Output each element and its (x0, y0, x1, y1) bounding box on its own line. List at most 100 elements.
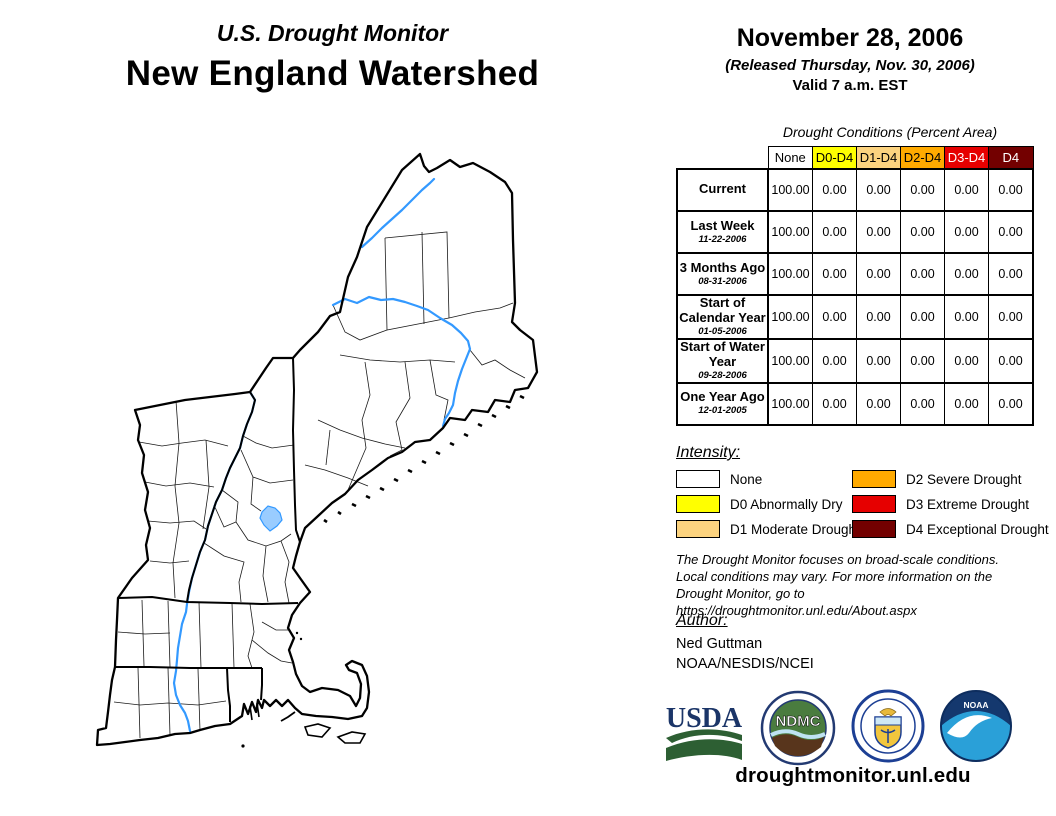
author-org: NOAA/NESDIS/NCEI (676, 656, 814, 672)
row-label-cell: 3 Months Ago 08-31-2006 (676, 252, 769, 296)
row-date: 12-01-2005 (698, 405, 747, 417)
date-block: November 28, 2006 (Released Thursday, No… (680, 24, 1020, 94)
table-cell: 0.00 (944, 337, 989, 384)
table-row: One Year Ago 12-01-2005 100.00 0.00 0.00… (676, 381, 1034, 426)
table-cell: 0.00 (900, 381, 945, 426)
author-name: Ned Guttman (676, 636, 763, 652)
table-cell: 0.00 (812, 337, 857, 384)
table-row: Start of Calendar Year 01-05-2006 100.00… (676, 294, 1034, 340)
table-cell: 0.00 (812, 252, 857, 296)
lake-winnipesaukee (259, 505, 283, 532)
drought-conditions-table-wrap: None D0-D4 D1-D4 D2-D4 D3-D4 D4 Current … (676, 146, 1034, 426)
noaa-dark-cap (941, 691, 1011, 726)
table-cell: 0.00 (900, 294, 945, 340)
usda-field (666, 739, 742, 761)
row-label: Current (699, 181, 746, 197)
boston-harbor-islet (295, 631, 299, 635)
row-label-cell: Last Week 11-22-2006 (676, 210, 769, 254)
ndmc-soil (772, 734, 824, 756)
table-row: Last Week 11-22-2006 100.00 0.00 0.00 0.… (676, 210, 1034, 254)
table-row: Current 100.00 0.00 0.00 0.00 0.00 0.00 (676, 168, 1034, 212)
author-heading: Author: (676, 612, 728, 629)
noaa-logo-text: NOAA (963, 700, 988, 710)
column-header-d1: D1-D4 (856, 146, 901, 170)
narragansett-islands (249, 702, 260, 721)
table-cell: 0.00 (900, 252, 945, 296)
legend-swatch-d1 (676, 520, 720, 538)
region-title: New England Watershed (125, 54, 540, 93)
usda-field-swoosh (666, 729, 742, 743)
table-cell: 0.00 (812, 210, 857, 254)
legend-item-none: None (676, 470, 762, 488)
row-label: Start of Calendar Year (679, 295, 766, 325)
table-spacer-cell (677, 146, 768, 169)
commerce-eagle (879, 708, 897, 717)
vt-nh-border (186, 391, 256, 603)
legend-label: D4 Exceptional Drought (906, 521, 1049, 537)
table-cell: 0.00 (988, 337, 1034, 384)
table-cell: 0.00 (900, 168, 945, 212)
table-caption: Drought Conditions (Percent Area) (782, 124, 998, 140)
row-label: 3 Months Ago (679, 259, 766, 275)
table-cell: 0.00 (812, 381, 857, 426)
map-land-outline (97, 154, 537, 745)
column-header-none: None (767, 146, 813, 170)
map-date: November 28, 2006 (736, 24, 964, 52)
legend-label: D1 Moderate Drought (730, 521, 860, 537)
table-row: 3 Months Ago 08-31-2006 100.00 0.00 0.00… (676, 252, 1034, 296)
islands (241, 394, 525, 748)
legend-swatch-d4 (852, 520, 896, 538)
legend-item-d3: D3 Extreme Drought (852, 495, 1029, 513)
column-header-d3: D3-D4 (944, 146, 989, 170)
ndmc-water-wave (770, 729, 826, 739)
table-cell: 0.00 (812, 168, 857, 212)
county-lines (113, 231, 526, 739)
legend-label: D0 Abnormally Dry (730, 496, 843, 512)
nh-me-border (292, 357, 301, 543)
table-cell: 0.00 (900, 210, 945, 254)
legend-swatch-none (676, 470, 720, 488)
table-cell: 100.00 (767, 252, 813, 296)
row-label: Start of Water Year (680, 338, 765, 369)
row-label-cell: One Year Ago 12-01-2005 (676, 381, 769, 426)
legend-item-d1: D1 Moderate Drought (676, 520, 860, 538)
table-cell: 0.00 (856, 294, 901, 340)
table-cell: 0.00 (988, 210, 1034, 254)
marthas-vineyard-island (303, 723, 332, 738)
table-cell: 0.00 (944, 294, 989, 340)
usda-logo: USDA (662, 700, 746, 762)
noaa-logo: NOAA (938, 688, 1014, 764)
disclaimer-line: Drought Monitor, go to https://droughtmo… (676, 586, 917, 618)
legend-label: None (730, 471, 763, 487)
st-john-river (360, 177, 436, 249)
row-label-cell: Current (676, 168, 769, 212)
table-cell: 100.00 (767, 381, 813, 426)
disclaimer-text: The Drought Monitor focuses on broad-sca… (676, 551, 1048, 619)
legend-item-d0: D0 Abnormally Dry (676, 495, 843, 513)
elizabeth-islands (280, 711, 296, 722)
legend-swatch-d2 (852, 470, 896, 488)
table-cell: 0.00 (988, 252, 1034, 296)
valid-time: Valid 7 a.m. EST (792, 77, 908, 94)
row-date: 08-31-2006 (698, 275, 747, 287)
table-row: Start of Water Year 09-28-2006 100.00 0.… (676, 337, 1034, 384)
row-label: Last Week (690, 217, 755, 233)
table-cell: 0.00 (988, 168, 1034, 212)
table-cell: 0.00 (944, 252, 989, 296)
noaa-seagull (947, 715, 992, 738)
legend-label: D3 Extreme Drought (906, 496, 1030, 512)
table-cell: 0.00 (856, 168, 901, 212)
maine-coastal-islands (323, 394, 525, 524)
table-cell: 0.00 (944, 210, 989, 254)
column-header-d4: D4 (988, 146, 1034, 170)
row-label-cell: Start of Calendar Year 01-05-2006 (676, 294, 769, 340)
legend-swatch-d3 (852, 495, 896, 513)
table-header-row: None D0-D4 D1-D4 D2-D4 D3-D4 D4 (677, 146, 1034, 170)
ndmc-logo: NDMC (760, 690, 836, 766)
row-label: One Year Ago (680, 389, 765, 405)
boston-harbor-islet2 (299, 637, 303, 641)
table-cell: 0.00 (944, 381, 989, 426)
table-cell: 0.00 (856, 210, 901, 254)
